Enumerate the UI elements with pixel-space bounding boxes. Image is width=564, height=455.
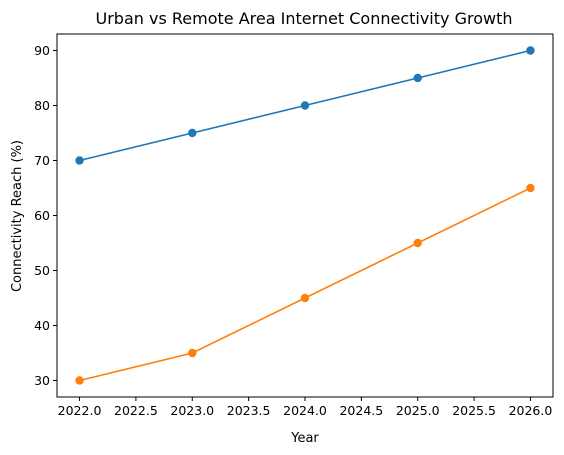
y-tick-label: 30 <box>34 373 50 388</box>
x-tick-label: 2023.0 <box>170 403 214 418</box>
x-axis: 2022.0 2022.5 2023.0 2023.5 2024.0 2024.5 2025… <box>58 397 553 418</box>
series-1 <box>75 46 535 165</box>
x-tick-label: 2025.5 <box>452 403 496 418</box>
x-tick-label: 2022.5 <box>114 403 158 418</box>
series-2-point <box>526 183 535 193</box>
x-tick-label: 2025.0 <box>396 403 440 418</box>
series-2-point <box>413 238 422 248</box>
plot-frame <box>56 33 554 398</box>
series-2-point <box>75 376 84 385</box>
x-tick-label: 2024.5 <box>339 403 383 418</box>
series-1-point <box>413 73 422 83</box>
series-2 <box>75 183 535 385</box>
series-2-point <box>188 348 197 358</box>
series-2-point <box>300 293 310 303</box>
y-tick-label: 70 <box>34 153 50 168</box>
x-axis-label: Year <box>290 431 319 446</box>
x-tick-label: 2026.0 <box>509 403 553 418</box>
chart-title: Urban vs Remote Area Internet Connectivi… <box>96 9 513 28</box>
y-tick-label: 50 <box>34 263 50 278</box>
y-axis: 30 40 50 60 70 80 90 <box>34 43 57 388</box>
x-tick-label: 2024.0 <box>283 403 327 418</box>
series-1-point <box>75 156 84 165</box>
series-1-point <box>526 46 535 55</box>
series-1-point <box>188 128 197 138</box>
y-tick-label: 80 <box>34 98 50 113</box>
y-tick-label: 40 <box>34 318 50 333</box>
y-axis-label: Connectivity Reach (%) <box>10 140 25 292</box>
x-tick-label: 2023.5 <box>227 403 271 418</box>
plot-area <box>75 46 535 385</box>
series-1-point <box>300 101 310 110</box>
y-tick-label: 60 <box>34 208 50 223</box>
y-tick-label: 90 <box>34 43 50 58</box>
series-2-line <box>79 187 531 382</box>
x-tick-label: 2022.0 <box>58 403 102 418</box>
